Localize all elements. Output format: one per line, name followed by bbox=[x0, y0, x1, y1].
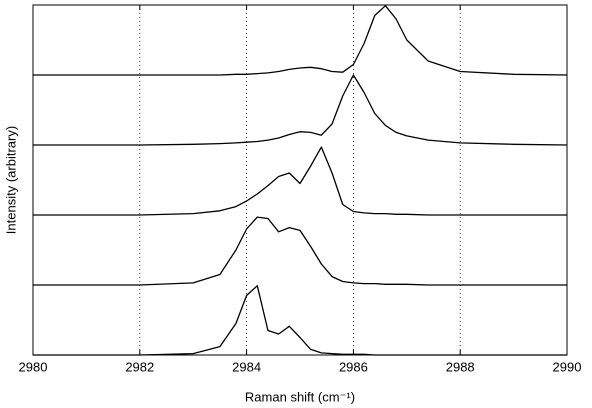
x-tick-label: 2986 bbox=[339, 359, 368, 374]
x-tick-label: 2988 bbox=[446, 359, 475, 374]
plot-frame bbox=[32, 4, 568, 356]
x-axis-label: Raman shift (cm⁻¹) bbox=[245, 389, 355, 404]
spectrum-line bbox=[33, 146, 567, 216]
x-tick-label: 2984 bbox=[232, 359, 261, 374]
x-tick-label: 2980 bbox=[19, 359, 48, 374]
x-tick-label: 2990 bbox=[553, 359, 582, 374]
spectrum-line bbox=[33, 74, 568, 146]
spectrum-line bbox=[33, 5, 568, 76]
spectrum-line bbox=[33, 216, 567, 286]
x-tick-label: 2982 bbox=[125, 359, 154, 374]
y-axis-label: Intensity (arbitrary) bbox=[3, 126, 18, 234]
spectrum-line bbox=[33, 285, 567, 356]
